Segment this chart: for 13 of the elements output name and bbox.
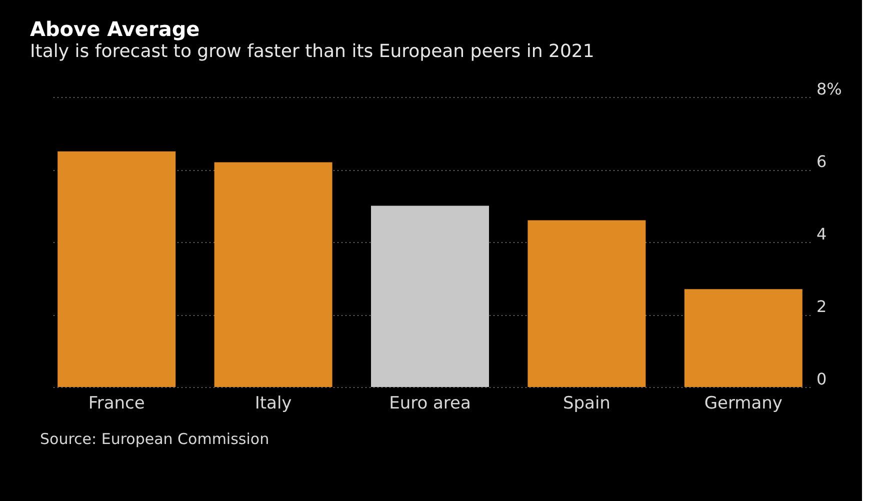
x-tick-label: Spain — [562, 394, 610, 414]
x-tick-label: Italy — [254, 394, 292, 414]
y-tick-label: 6 — [816, 152, 827, 171]
y-tick-label: 8% — [816, 80, 842, 98]
y-tick-label: 2 — [816, 297, 827, 316]
y-tick-label: 4 — [816, 224, 827, 244]
y-tick-label: 0 — [816, 370, 827, 388]
source-note: Source: European Commission — [40, 430, 270, 448]
chart-title: Above Average — [30, 17, 200, 41]
x-tick-label: France — [88, 394, 145, 414]
x-tick-label: Germany — [704, 394, 782, 414]
chart-subtitle: Italy is forecast to grow faster than its European peers in 2021 — [30, 41, 594, 62]
x-tick-label: Euro area — [389, 394, 471, 414]
